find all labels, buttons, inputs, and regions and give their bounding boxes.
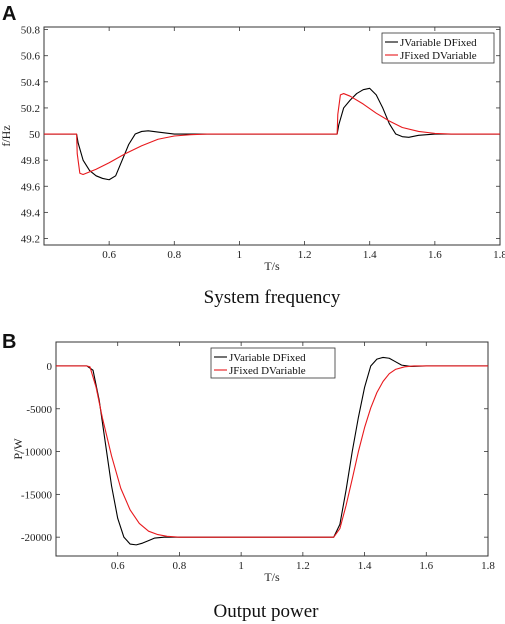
- panel-a-x-tick-label: 1: [237, 249, 243, 261]
- panel-b-x-tick-label: 1.8: [481, 560, 495, 572]
- panel-a-y-tick-label: 49.6: [21, 181, 41, 193]
- panel-b-legend: JVariable DFixed JFixed DVariable: [210, 347, 336, 379]
- panel-a-caption: System frequency: [204, 287, 341, 308]
- panel-b-legend-label-0: JVariable DFixed: [229, 352, 306, 364]
- panel-b-x-axis-label: T/s: [264, 570, 280, 584]
- panel-a-x-tick-label: 1.6: [428, 249, 442, 261]
- panel-b-x-tick-label: 1.6: [419, 560, 433, 572]
- panel-b-series-line-0: [56, 356, 488, 546]
- panel-b-x-tick-label: 0.6: [111, 560, 125, 572]
- panel-a-letter: A: [2, 3, 16, 25]
- panel-a-plot-frame: [43, 26, 501, 246]
- panel-a-series-line-1: [44, 93, 500, 176]
- panel-a-y-tick-label: 50: [29, 129, 41, 141]
- panel-a-x-tick-label: 1.8: [493, 249, 505, 261]
- panel-a-y-tick-label: 50.6: [21, 51, 41, 63]
- panel-b-letter: B: [2, 331, 16, 353]
- panel-a-legend: JVariable DFixed JFixed DVariable: [381, 32, 495, 64]
- panel-a-y-tick-label: 49.4: [21, 207, 41, 219]
- panel-b-legend-label-1: JFixed DVariable: [229, 365, 306, 377]
- panel-b: B 0.6 0.8 1 1.2 1.4 1.6 1.8 -20000 -15000 -10000 -…: [2, 331, 495, 622]
- panel-a: A 0.6 0.8 1 1.2 1.4 1.6 1.8 49.2 49.4 49.6 49.8 50 5…: [0, 3, 505, 308]
- panel-a-x-tick-label: 0.8: [167, 249, 181, 261]
- panel-a-x-tick-label: 1.4: [363, 249, 377, 261]
- panel-b-y-tick-label: -20000: [21, 532, 53, 544]
- panel-b-y-axis-label: P/W: [11, 438, 25, 460]
- panel-b-y-tick-label: -10000: [21, 447, 53, 459]
- panel-a-y-tick-label: 50.2: [21, 103, 40, 115]
- panel-b-y-tick-label: -15000: [21, 489, 53, 501]
- panel-a-x-tick-label: 1.2: [298, 249, 312, 261]
- panel-b-legend-box: [210, 347, 336, 379]
- panel-b-x-tick-label: 1.2: [296, 560, 310, 572]
- panel-b-caption: Output power: [213, 601, 319, 622]
- panel-a-y-tick-label: 50.8: [21, 25, 41, 37]
- panel-a-legend-label-1: JFixed DVariable: [400, 50, 477, 62]
- panel-b-x-tick-label: 1.4: [358, 560, 372, 572]
- panel-b-y-tick-label: 0: [47, 361, 53, 373]
- panel-b-x-tick-label: 0.8: [173, 560, 187, 572]
- panel-a-legend-box: [381, 32, 495, 64]
- panel-a-x-axis-label: T/s: [264, 259, 280, 273]
- panel-b-x-tick-label: 1: [238, 560, 244, 572]
- panel-a-y-tick-label: 49.8: [21, 155, 41, 167]
- panel-b-y-tick-label: -5000: [26, 404, 52, 416]
- panel-a-y-tick-label: 49.2: [21, 233, 40, 245]
- panel-b-series-line-1: [56, 365, 488, 538]
- panel-a-y-tick-label: 50.4: [21, 77, 41, 89]
- panel-a-x-tick-label: 0.6: [102, 249, 116, 261]
- panel-a-y-axis-label: f/Hz: [0, 125, 13, 146]
- panel-a-legend-label-0: JVariable DFixed: [400, 37, 477, 49]
- panel-b-plot-frame: [55, 341, 489, 557]
